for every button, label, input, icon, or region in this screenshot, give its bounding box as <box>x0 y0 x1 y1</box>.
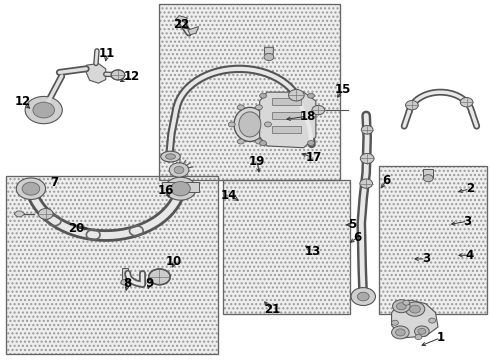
Circle shape <box>149 269 170 285</box>
Polygon shape <box>265 47 273 56</box>
Circle shape <box>308 93 315 98</box>
Circle shape <box>392 320 398 325</box>
Text: 11: 11 <box>99 47 115 60</box>
Circle shape <box>260 140 267 145</box>
Text: 17: 17 <box>305 151 321 164</box>
Circle shape <box>255 139 262 144</box>
Ellipse shape <box>234 107 266 141</box>
Circle shape <box>392 326 409 339</box>
Bar <box>272 98 301 105</box>
Ellipse shape <box>166 154 175 159</box>
Text: 13: 13 <box>304 244 320 257</box>
Ellipse shape <box>161 151 180 162</box>
Circle shape <box>357 292 369 301</box>
Circle shape <box>395 329 405 336</box>
Circle shape <box>410 305 420 313</box>
Text: 16: 16 <box>158 184 174 197</box>
Circle shape <box>264 53 274 60</box>
Text: 9: 9 <box>146 277 154 290</box>
Text: 2: 2 <box>466 183 474 195</box>
Text: 18: 18 <box>299 110 316 123</box>
Circle shape <box>415 334 422 339</box>
Circle shape <box>289 89 304 101</box>
Text: 7: 7 <box>50 176 58 189</box>
Bar <box>159 4 340 180</box>
Ellipse shape <box>239 112 261 137</box>
Text: 12: 12 <box>15 95 31 108</box>
Bar <box>5 176 218 354</box>
Bar <box>122 268 128 282</box>
Circle shape <box>25 96 62 124</box>
Circle shape <box>392 300 410 313</box>
Text: 12: 12 <box>123 69 140 82</box>
Text: 3: 3 <box>422 252 430 265</box>
Circle shape <box>111 70 125 80</box>
Text: 6: 6 <box>353 231 362 244</box>
Bar <box>379 166 487 315</box>
Bar <box>272 112 301 119</box>
Circle shape <box>423 175 433 182</box>
Circle shape <box>22 182 40 195</box>
Bar <box>423 169 433 178</box>
Circle shape <box>403 300 410 305</box>
Bar <box>159 4 340 180</box>
Circle shape <box>460 98 473 107</box>
Text: 6: 6 <box>383 174 391 186</box>
Circle shape <box>415 326 429 337</box>
Circle shape <box>255 105 262 110</box>
Text: 4: 4 <box>466 249 474 262</box>
Bar <box>223 180 350 315</box>
Text: 20: 20 <box>68 222 85 235</box>
Polygon shape <box>392 300 438 338</box>
Circle shape <box>228 122 235 127</box>
Polygon shape <box>260 92 316 148</box>
Bar <box>272 126 301 134</box>
Circle shape <box>165 177 196 200</box>
Bar <box>223 180 350 315</box>
Text: 1: 1 <box>437 331 444 344</box>
Bar <box>379 166 487 315</box>
Circle shape <box>238 105 245 110</box>
Circle shape <box>33 102 54 118</box>
Text: 14: 14 <box>221 189 238 202</box>
Text: 8: 8 <box>123 277 132 290</box>
Circle shape <box>171 181 190 196</box>
Circle shape <box>174 166 184 174</box>
Circle shape <box>360 179 372 188</box>
Text: 3: 3 <box>463 215 471 228</box>
Circle shape <box>260 93 267 98</box>
Text: 5: 5 <box>348 218 357 231</box>
Circle shape <box>429 318 436 323</box>
Circle shape <box>16 178 46 199</box>
Circle shape <box>238 139 245 144</box>
Text: 15: 15 <box>335 83 351 96</box>
Text: 21: 21 <box>264 303 280 316</box>
Text: 10: 10 <box>166 255 182 268</box>
Circle shape <box>121 279 129 285</box>
Circle shape <box>360 153 374 163</box>
Circle shape <box>361 126 373 134</box>
Bar <box>5 176 218 354</box>
Circle shape <box>406 100 418 110</box>
Circle shape <box>38 208 53 219</box>
Circle shape <box>169 163 189 177</box>
Text: 19: 19 <box>249 155 266 168</box>
Bar <box>162 181 199 192</box>
Circle shape <box>351 288 375 306</box>
Circle shape <box>405 302 425 316</box>
Polygon shape <box>188 27 198 35</box>
Circle shape <box>308 140 315 145</box>
Polygon shape <box>86 63 106 83</box>
Polygon shape <box>14 211 24 217</box>
Polygon shape <box>175 16 187 22</box>
Circle shape <box>312 105 325 115</box>
Circle shape <box>396 303 406 310</box>
Circle shape <box>418 328 426 334</box>
Circle shape <box>265 122 271 127</box>
Text: 22: 22 <box>173 18 190 31</box>
